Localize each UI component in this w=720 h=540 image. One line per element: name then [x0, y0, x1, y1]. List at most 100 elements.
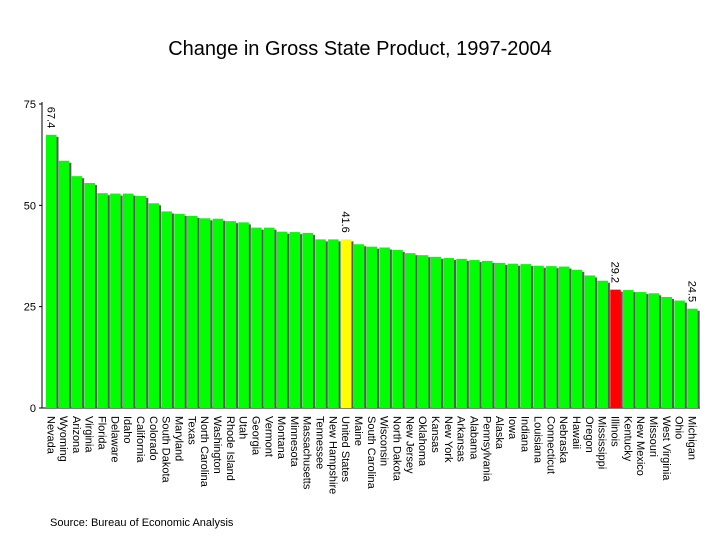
x-tick-label: Kentucky	[621, 416, 633, 462]
bar	[238, 222, 249, 408]
x-tick-label: Ohio	[673, 416, 685, 439]
y-tick-label: 50	[24, 200, 36, 212]
x-tick-label: Iowa	[506, 416, 518, 440]
bar	[110, 193, 121, 408]
bar	[46, 134, 57, 408]
bar	[533, 265, 544, 408]
x-tick-label: Louisiana	[532, 416, 544, 464]
x-tick-label: Maryland	[172, 416, 184, 461]
x-tick-label: Indiana	[519, 416, 531, 453]
x-tick-label: Massachusetts	[301, 416, 313, 490]
bar	[135, 196, 147, 408]
x-tick-label: Minnesota	[288, 416, 300, 468]
x-tick-label: South Carolina	[365, 416, 377, 490]
y-tick-label: 25	[24, 302, 36, 314]
data-label: 67.4	[44, 107, 56, 128]
bar	[340, 239, 352, 408]
x-tick-label: Arkansas	[455, 416, 467, 462]
x-tick-label: United States	[339, 416, 351, 483]
bar	[289, 232, 301, 408]
bar	[635, 292, 647, 408]
bar	[430, 256, 442, 408]
bar	[597, 280, 608, 408]
y-tick-label: 75	[24, 99, 36, 111]
x-tick-label: Washington	[211, 416, 223, 474]
bar	[199, 218, 211, 408]
x-tick-label: Rhode Island	[224, 416, 236, 481]
bar	[71, 176, 83, 408]
y-tick-label: 0	[30, 403, 36, 415]
x-tick-label: South Dakota	[160, 416, 172, 484]
source-note: Source: Bureau of Economic Analysis	[50, 517, 234, 529]
x-tick-label: Michigan	[685, 416, 697, 460]
bar	[328, 239, 339, 408]
bar	[187, 215, 198, 408]
bar	[494, 262, 506, 408]
x-tick-label: Hawaii	[570, 416, 582, 449]
bar	[417, 255, 429, 408]
data-label: 41.6	[339, 211, 351, 232]
bar	[571, 269, 583, 408]
bar	[302, 232, 313, 408]
x-tick-label: Kansas	[429, 416, 441, 453]
bar	[84, 183, 95, 408]
bar	[687, 308, 698, 408]
chart-title: Change in Gross State Product, 1997-2004	[168, 38, 552, 60]
x-tick-label: North Dakota	[390, 416, 402, 482]
x-tick-label: New York	[442, 416, 454, 463]
data-label: 24.5	[685, 281, 697, 302]
bar	[315, 239, 326, 408]
bar	[405, 253, 416, 408]
bar	[507, 263, 519, 408]
x-tick-label: Pennsylvania	[480, 416, 492, 482]
bar	[174, 213, 185, 408]
x-tick-label: North Carolina	[198, 416, 210, 488]
x-tick-label: New Mexico	[634, 416, 646, 476]
x-tick-label: Arizona	[70, 416, 82, 454]
x-tick-label: Missouri	[647, 416, 659, 457]
x-tick-label: Oklahoma	[416, 416, 428, 467]
x-tick-label: Delaware	[108, 416, 120, 462]
x-tick-label: Tennessee	[314, 416, 326, 469]
x-tick-label: Wisconsin	[378, 416, 390, 466]
bar	[392, 249, 403, 408]
x-tick-label: West Virginia	[660, 416, 672, 481]
x-tick-label: Utah	[237, 416, 249, 439]
x-tick-label: Wyoming	[57, 416, 69, 462]
bar	[443, 258, 455, 408]
bar	[58, 160, 70, 408]
bar	[520, 264, 531, 408]
bar	[212, 218, 224, 408]
bar	[456, 258, 467, 408]
bar	[276, 231, 288, 408]
x-tick-label: Nevada	[44, 416, 56, 455]
x-tick-label: Colorado	[147, 416, 159, 461]
bar	[251, 227, 262, 408]
x-tick-label: Idaho	[121, 416, 133, 444]
bar	[674, 300, 685, 408]
bar	[264, 227, 275, 408]
bar	[661, 296, 673, 408]
x-tick-label: New Jersey	[403, 416, 415, 474]
bar	[469, 260, 480, 408]
bar	[610, 289, 621, 408]
x-tick-label: Illinois	[608, 416, 620, 447]
bar	[648, 293, 660, 408]
x-tick-label: Oregon	[583, 416, 595, 453]
x-tick-label: Georgia	[249, 416, 261, 456]
x-tick-label: Mississippi	[596, 416, 608, 469]
bar	[225, 221, 237, 408]
x-tick-label: Montana	[275, 416, 287, 460]
x-tick-label: California	[134, 416, 146, 463]
data-label: 29.2	[608, 262, 620, 283]
bar	[97, 193, 108, 408]
bar	[353, 244, 365, 408]
x-tick-label: Maine	[352, 416, 364, 446]
bar	[122, 193, 134, 408]
bar	[482, 260, 493, 408]
x-tick-label: Alaska	[493, 416, 505, 450]
x-tick-label: Nebraska	[557, 416, 569, 464]
bar	[161, 211, 172, 408]
x-tick-label: Texas	[185, 416, 197, 445]
